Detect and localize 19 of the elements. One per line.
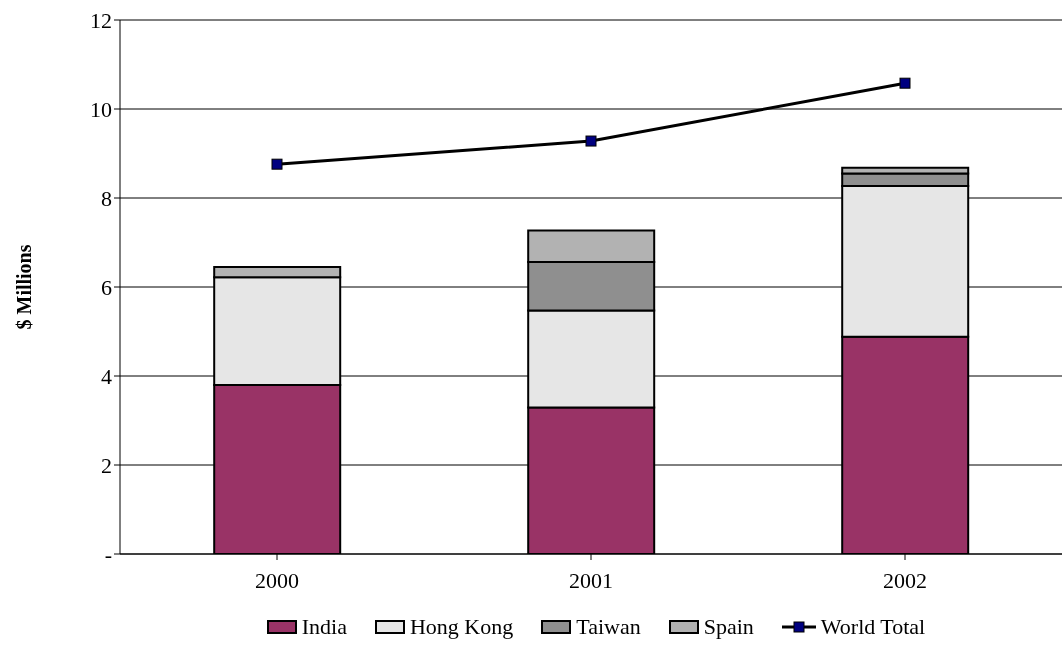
legend-label: Taiwan (576, 614, 641, 640)
legend-label: Hong Kong (409, 614, 514, 640)
legend-label: Spain (703, 614, 754, 640)
point (271, 158, 283, 170)
x-tick-label: 2001 (569, 567, 613, 593)
point (899, 77, 911, 89)
y-tick-label: 4 (101, 363, 112, 389)
x-tick-label: 2000 (255, 567, 299, 593)
y-tick-label: 2 (101, 452, 112, 478)
y-tick-label: - (104, 541, 112, 567)
legend-label: World Total (820, 614, 926, 640)
legend-label: India (301, 614, 347, 640)
y-tick-label: 8 (101, 185, 112, 211)
y-axis-title: $ Millions (13, 244, 36, 330)
x-tick-label: 2002 (883, 567, 927, 593)
y-tick-label: 12 (90, 7, 112, 33)
point (585, 135, 597, 147)
y-tick-label: 10 (90, 96, 112, 122)
y-tick-label: 6 (101, 274, 112, 300)
